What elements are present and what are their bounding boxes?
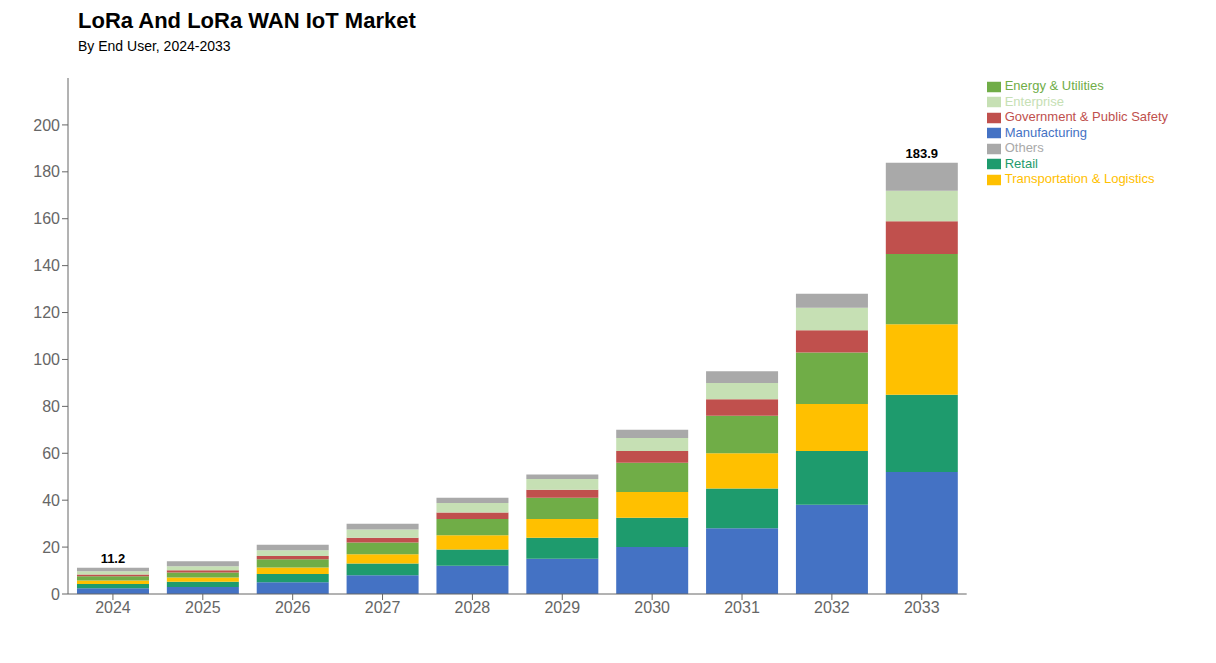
- html-text:Retail: Retail: [1004, 155, 1038, 171]
- html-text:By End User, 2024-2033: By End User, 2024-2033: [78, 38, 231, 54]
- svg-text:180: 180: [33, 163, 60, 180]
- html-text:Transportation & Logistics: Transportation & Logistics: [1004, 171, 1155, 187]
- svg-text:2030: 2030: [634, 599, 670, 616]
- svg-text:2024: 2024: [95, 599, 131, 616]
- svg-text:60: 60: [42, 445, 60, 462]
- svg-text:2029: 2029: [544, 599, 580, 616]
- svg-text:20: 20: [42, 539, 60, 556]
- svg-text:0: 0: [51, 586, 60, 603]
- svg-text:160: 160: [33, 210, 60, 227]
- svg-text:2026: 2026: [275, 599, 311, 616]
- html-text:LoRa And LoRa WAN IoT Market: LoRa And LoRa WAN IoT Market: [78, 8, 416, 33]
- svg-text:11.2: 11.2: [101, 551, 126, 566]
- svg-text:40: 40: [42, 492, 60, 509]
- svg-text:140: 140: [33, 257, 60, 274]
- svg-text:2025: 2025: [185, 599, 221, 616]
- svg-text:80: 80: [42, 398, 60, 415]
- svg-text:2027: 2027: [365, 599, 401, 616]
- svg-text:100: 100: [33, 351, 60, 368]
- html-text:Others: Others: [1004, 140, 1044, 156]
- svg-text:200: 200: [33, 117, 60, 134]
- svg-text:183.9: 183.9: [905, 146, 938, 161]
- svg-text:2033: 2033: [904, 599, 940, 616]
- svg-text:120: 120: [33, 304, 60, 321]
- svg-text:2028: 2028: [455, 599, 491, 616]
- html-text:Enterprise: Enterprise: [1004, 93, 1064, 109]
- svg-text:2031: 2031: [724, 599, 760, 616]
- html-text:Energy & Utilities: Energy & Utilities: [1004, 78, 1104, 93]
- svg-text:2032: 2032: [814, 599, 850, 616]
- html-text:Manufacturing: Manufacturing: [1004, 124, 1088, 140]
- html-text:Government & Public Safety: Government & Public Safety: [1004, 109, 1168, 125]
